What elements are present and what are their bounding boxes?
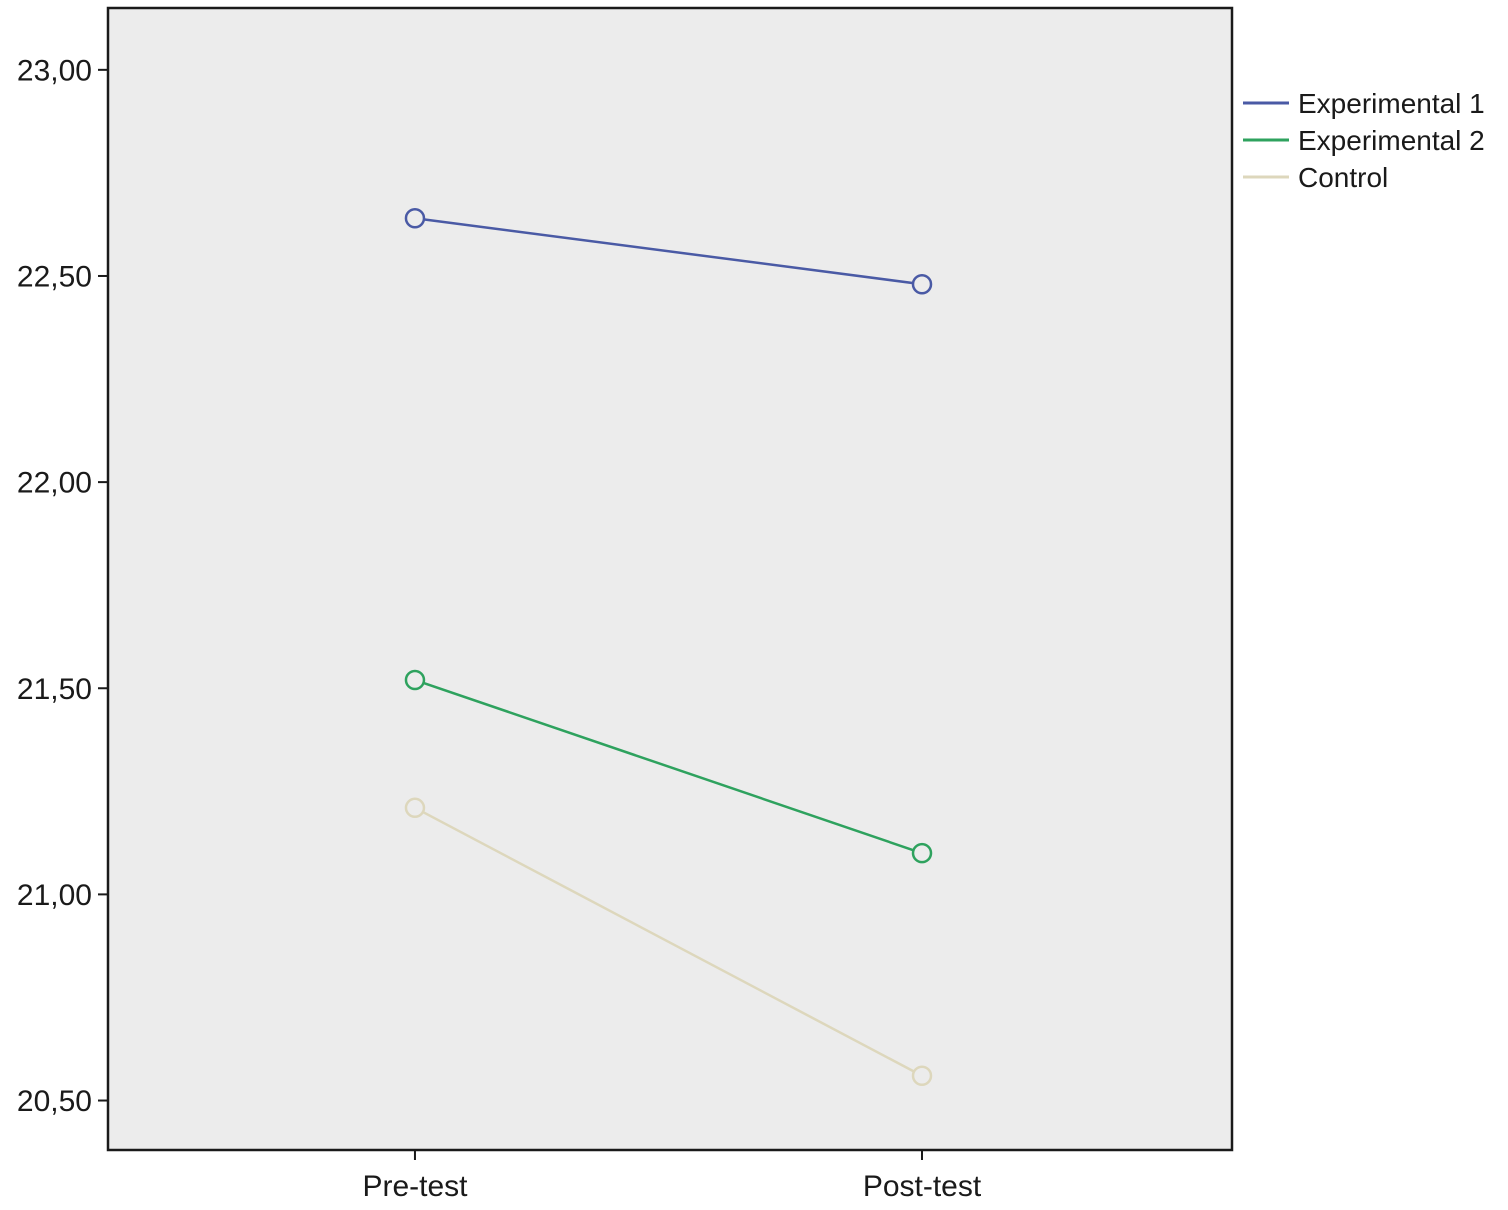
series-marker — [911, 1065, 933, 1087]
y-tick-label: 22,00 — [17, 467, 92, 500]
y-tick-label: 22,50 — [17, 260, 92, 293]
y-tick-label: 23,00 — [17, 54, 92, 87]
legend-label: Experimental 2 — [1298, 125, 1485, 156]
series-marker — [404, 208, 426, 229]
series-line — [414, 678, 923, 855]
y-tick-label: 21,00 — [17, 879, 92, 912]
x-tick-label: Pre-test — [362, 1170, 468, 1203]
y-tick-label: 20,50 — [17, 1085, 92, 1118]
legend-label: Control — [1298, 162, 1388, 193]
series-marker — [404, 669, 426, 691]
series-line — [414, 806, 923, 1077]
series-line — [414, 217, 923, 286]
plot-area — [106, 6, 1234, 1152]
x-tick-label: Post-test — [863, 1170, 982, 1203]
series-marker — [404, 797, 426, 819]
y-tick-label: 21,50 — [17, 673, 92, 706]
series-marker — [911, 273, 933, 295]
series-marker — [911, 842, 933, 864]
legend-label: Experimental 1 — [1298, 88, 1485, 119]
